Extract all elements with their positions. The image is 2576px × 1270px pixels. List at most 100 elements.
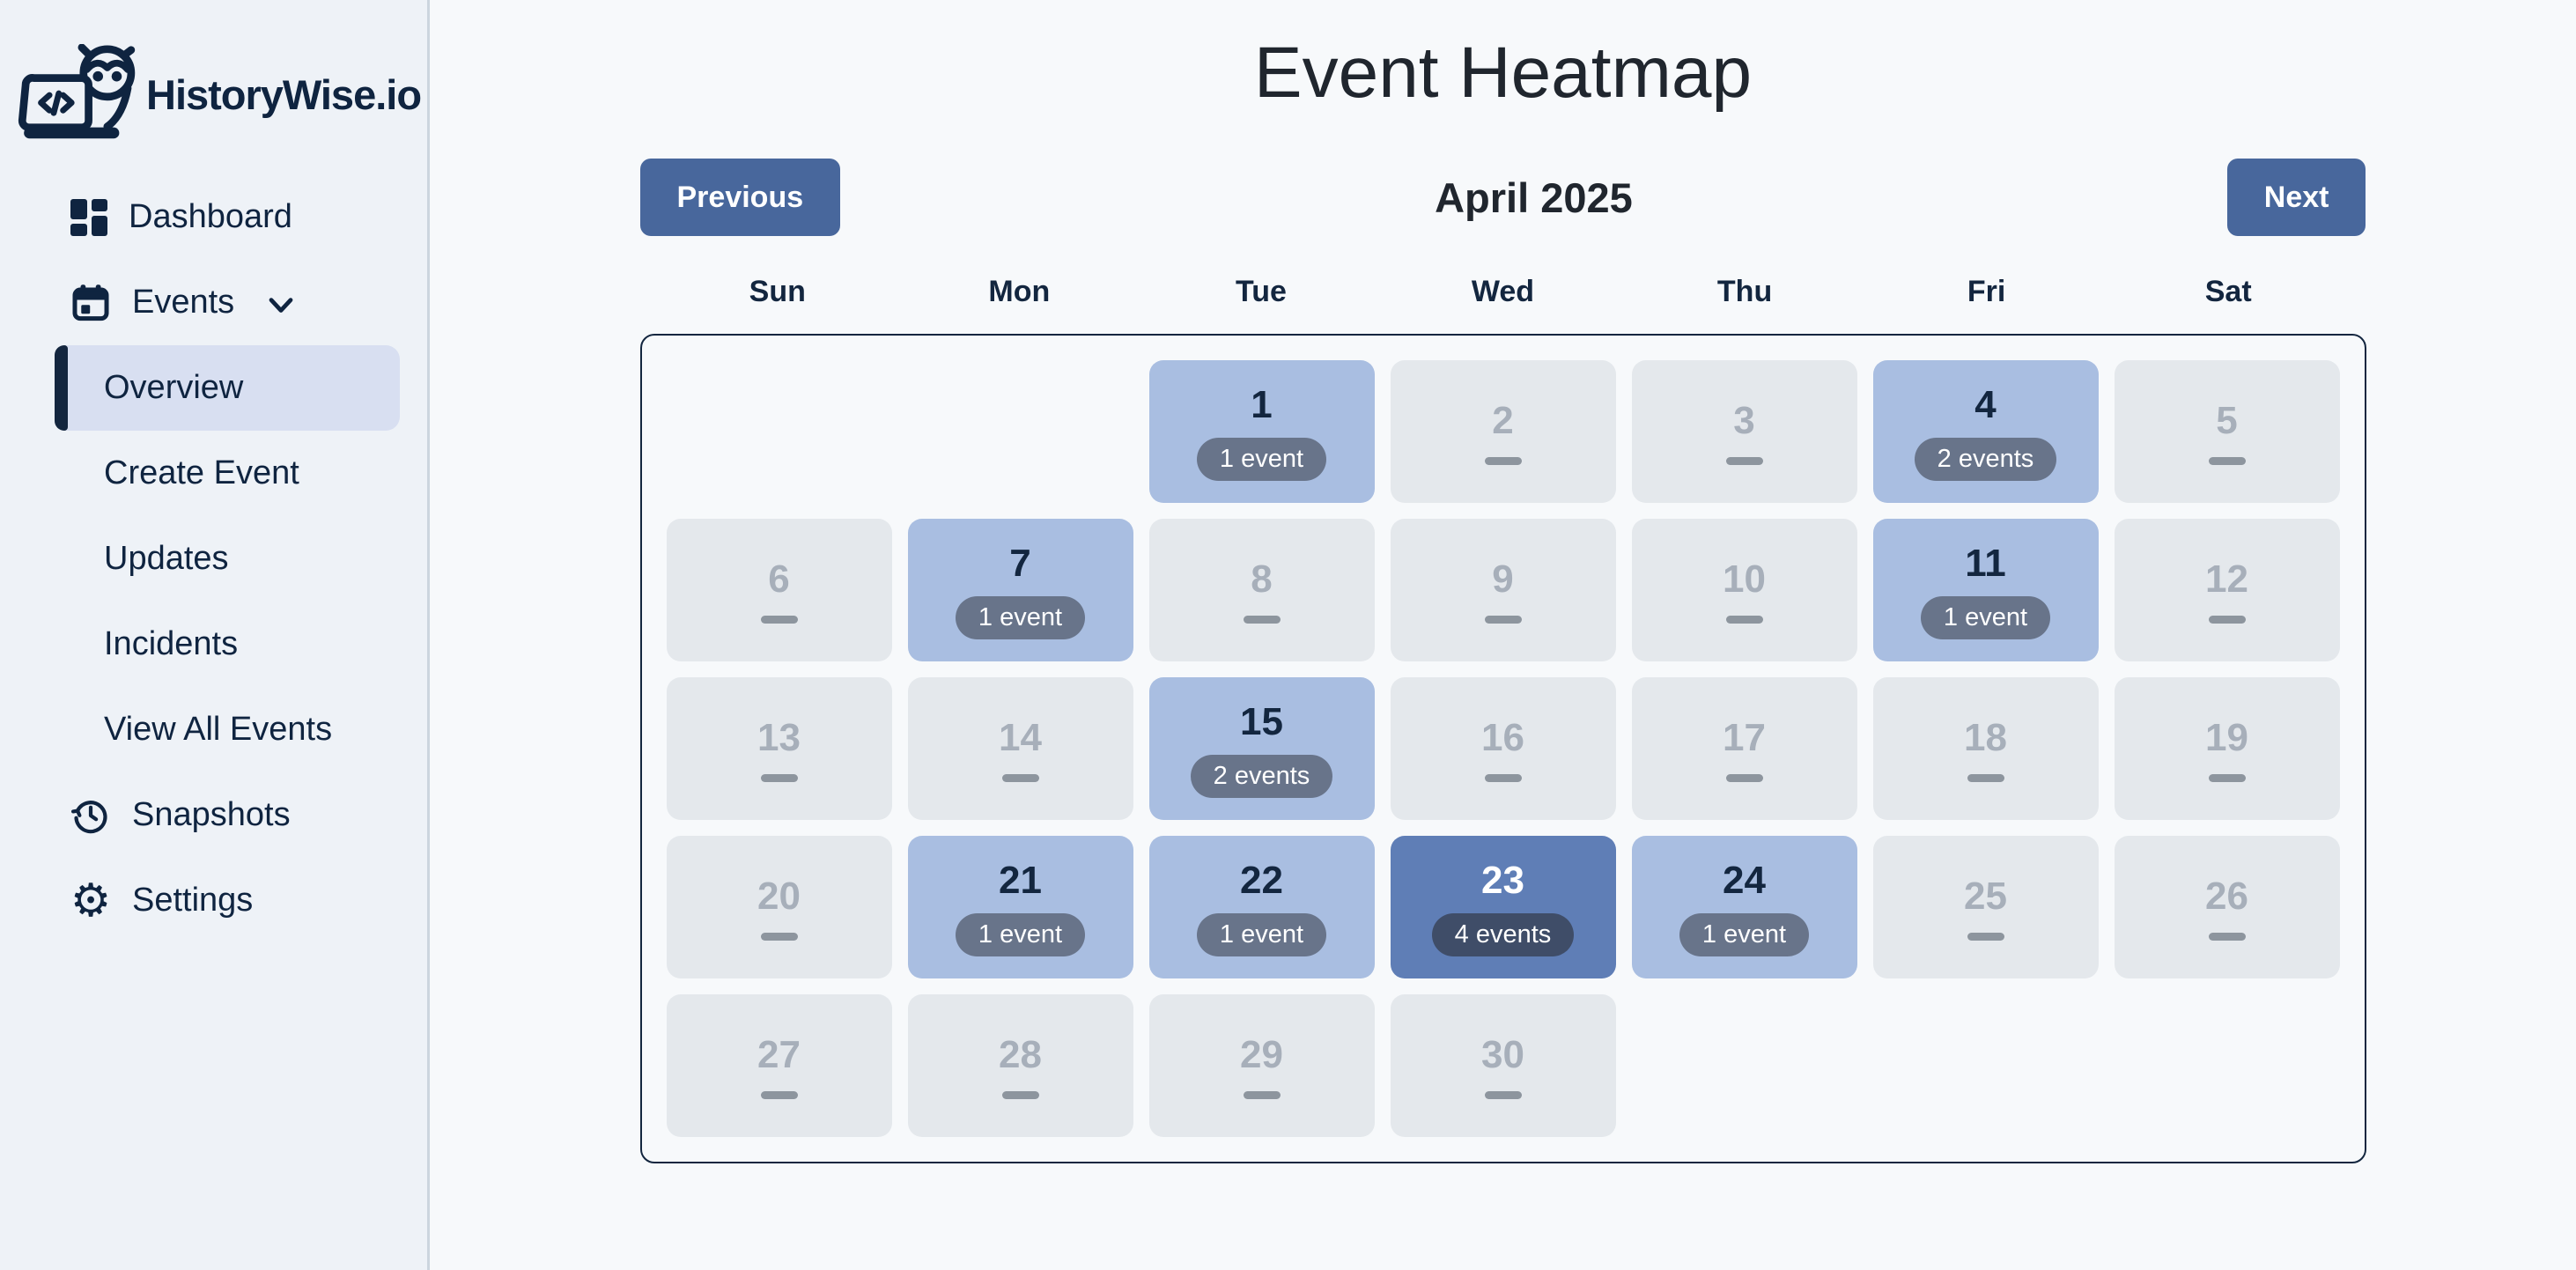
no-events-dash	[2208, 932, 2246, 941]
no-events-dash	[2208, 456, 2246, 465]
day-number: 9	[1492, 557, 1514, 601]
sidebar-item-settings[interactable]: ⚙ Settings	[0, 858, 427, 943]
day-cell-24[interactable]: 24 1 event	[1631, 836, 1857, 978]
day-cell-30[interactable]: 30	[1390, 994, 1616, 1137]
no-events-dash	[1725, 615, 1763, 624]
next-month-button[interactable]: Next	[2226, 159, 2366, 236]
day-cell-15[interactable]: 15 2 events	[1148, 677, 1375, 820]
day-cell-18[interactable]: 18	[1872, 677, 2099, 820]
day-cell-3[interactable]: 3	[1631, 360, 1857, 503]
weekday-label: Fri	[1967, 275, 2006, 308]
day-cell-19[interactable]: 19	[2114, 677, 2340, 820]
sidebar-item-label: Overview	[104, 369, 244, 406]
sidebar-item-events[interactable]: Events	[0, 260, 427, 345]
weekday-label: Sun	[749, 275, 806, 308]
previous-month-button[interactable]: Previous	[639, 159, 841, 236]
sidebar-item-overview-active[interactable]: Overview	[55, 345, 400, 431]
event-count-badge: 4 events	[1431, 912, 1575, 956]
no-events-dash	[1484, 456, 1522, 465]
weekday-label: Wed	[1471, 275, 1535, 308]
day-number: 29	[1240, 1032, 1283, 1076]
sidebar-nav: Dashboard Events Overview Create Event	[0, 174, 427, 943]
day-number: 21	[999, 858, 1042, 902]
sidebar-item-label: Incidents	[104, 625, 239, 662]
day-number: 3	[1733, 398, 1755, 442]
day-cell-6[interactable]: 6	[666, 519, 892, 661]
day-number: 26	[2205, 874, 2248, 918]
calendar-section: Previous April 2025 Next Sun Mon Tue Wed Thu…	[639, 159, 2366, 1163]
sidebar-item-label: Dashboard	[129, 198, 292, 235]
no-events-dash	[1725, 456, 1763, 465]
day-cell-23[interactable]: 23 4 events	[1390, 836, 1616, 978]
no-events-dash	[760, 932, 798, 941]
sidebar-item-updates[interactable]: Updates	[0, 516, 427, 602]
sidebar-item-snapshots[interactable]: Snapshots	[0, 772, 427, 858]
day-cell-4[interactable]: 4 2 events	[1872, 360, 2099, 503]
day-cell-14[interactable]: 14	[907, 677, 1133, 820]
sidebar-item-incidents[interactable]: Incidents	[0, 602, 427, 687]
day-cell-17[interactable]: 17	[1631, 677, 1857, 820]
weekday-label: Mon	[988, 275, 1051, 308]
day-number: 19	[2205, 715, 2248, 759]
event-count-badge: 1 event	[955, 912, 1086, 956]
day-cell-29[interactable]: 29	[1148, 994, 1375, 1137]
day-cell-9[interactable]: 9	[1390, 519, 1616, 661]
day-cell-27[interactable]: 27	[666, 994, 892, 1137]
day-number: 2	[1492, 398, 1514, 442]
no-events-dash	[1243, 1090, 1281, 1099]
no-events-dash	[1967, 773, 2004, 782]
day-number: 6	[768, 557, 790, 601]
no-events-dash	[1484, 773, 1522, 782]
chevron-down-icon	[269, 297, 293, 313]
event-count-badge: 1 event	[1196, 437, 1327, 481]
day-cell-12[interactable]: 12	[2114, 519, 2340, 661]
day-cell-20[interactable]: 20	[666, 836, 892, 978]
sidebar-item-label: Settings	[132, 882, 254, 919]
day-cell-5[interactable]: 5	[2114, 360, 2340, 503]
empty-slot	[667, 360, 892, 503]
no-events-dash	[1243, 615, 1281, 624]
day-cell-25[interactable]: 25	[1872, 836, 2099, 978]
sidebar-item-dashboard[interactable]: Dashboard	[0, 174, 427, 260]
day-cell-2[interactable]: 2	[1390, 360, 1616, 503]
sidebar-item-create-event[interactable]: Create Event	[0, 431, 427, 516]
no-events-dash	[760, 1090, 798, 1099]
brand-logo[interactable]: HistoryWise.io	[0, 0, 427, 144]
day-cell-11[interactable]: 11 1 event	[1872, 519, 2099, 661]
day-cell-8[interactable]: 8	[1148, 519, 1375, 661]
sidebar-item-label: Updates	[104, 540, 229, 577]
day-cell-22[interactable]: 22 1 event	[1148, 836, 1375, 978]
day-number: 27	[757, 1032, 801, 1076]
day-cell-10[interactable]: 10	[1631, 519, 1857, 661]
sidebar-item-view-all-events[interactable]: View All Events	[0, 687, 427, 772]
history-clock-icon	[70, 795, 111, 836]
day-cell-13[interactable]: 13	[666, 677, 892, 820]
day-cell-1[interactable]: 1 1 event	[1148, 360, 1375, 503]
sidebar: HistoryWise.io Dashboard Events	[0, 0, 430, 1270]
day-number: 17	[1723, 715, 1766, 759]
day-cell-21[interactable]: 21 1 event	[907, 836, 1133, 978]
day-cell-28[interactable]: 28	[907, 994, 1133, 1137]
sidebar-item-label: View All Events	[104, 711, 333, 748]
day-number: 28	[999, 1032, 1042, 1076]
day-cell-16[interactable]: 16	[1390, 677, 1616, 820]
day-number: 18	[1964, 715, 2007, 759]
no-events-dash	[2208, 615, 2246, 624]
sidebar-item-label: Events	[132, 284, 235, 321]
brand-name: HistoryWise.io	[146, 70, 422, 118]
day-cell-7[interactable]: 7 1 event	[907, 519, 1133, 661]
day-number: 4	[1974, 382, 1997, 426]
event-count-badge: 1 event	[1920, 595, 2051, 639]
day-number: 30	[1481, 1032, 1524, 1076]
sidebar-item-label: Create Event	[104, 454, 299, 491]
day-cell-26[interactable]: 26	[2114, 836, 2340, 978]
weekday-label: Tue	[1235, 275, 1287, 308]
main-content: Event Heatmap Previous April 2025 Next S…	[430, 0, 2576, 1270]
day-number: 8	[1251, 557, 1273, 601]
weekday-label: Sat	[2204, 275, 2252, 308]
dashboard-grid-icon	[70, 198, 107, 236]
weekday-header-row: Sun Mon Tue Wed Thu Fri Sat	[640, 275, 2366, 309]
day-number: 7	[1009, 541, 1031, 585]
day-number: 22	[1240, 858, 1283, 902]
no-events-dash	[1484, 1090, 1522, 1099]
